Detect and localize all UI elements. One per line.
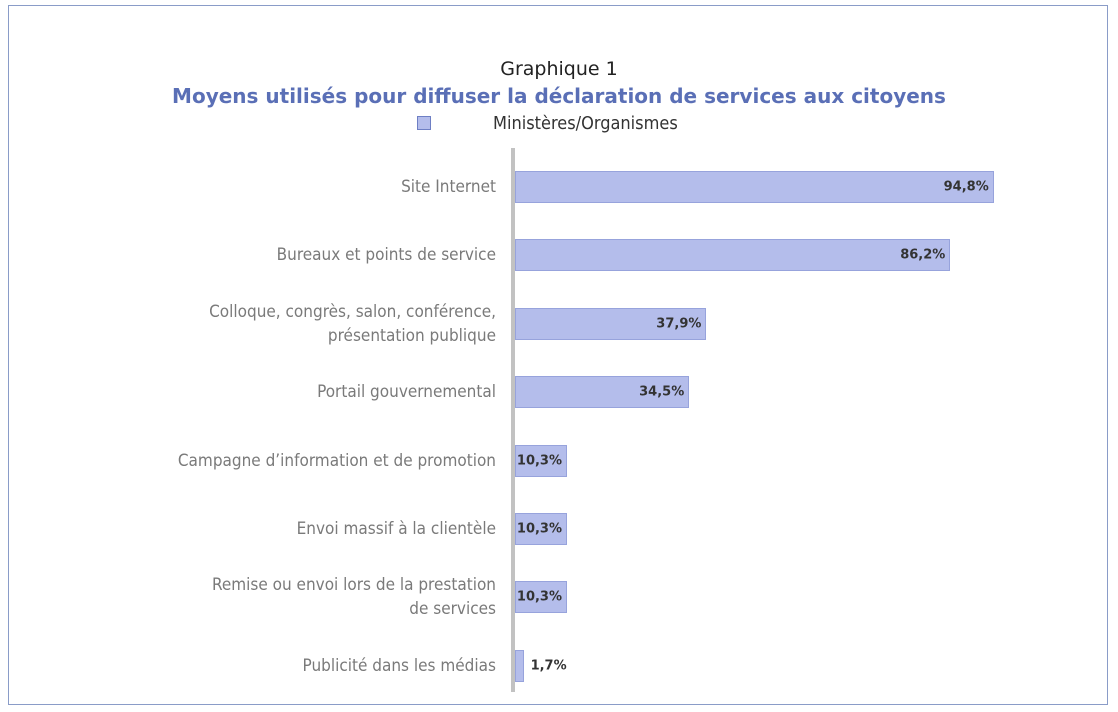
value-label: 10,3%	[516, 521, 563, 537]
category-label: Envoi massif à la clientèle	[296, 519, 496, 539]
category-label: Bureaux et points de service	[276, 245, 496, 266]
bar	[515, 513, 567, 545]
legend-label: Ministères/Organismes	[493, 113, 678, 134]
chart-frame	[8, 5, 1108, 705]
bar	[515, 239, 951, 272]
axis-line	[511, 148, 515, 692]
value-label: 94,8%	[943, 179, 989, 195]
category-label: Portail gouvernemental	[317, 382, 496, 403]
bar	[515, 307, 707, 340]
category-label: Campagne d’information et de promotion	[177, 450, 496, 471]
bar	[515, 171, 994, 203]
category-label: Site Internet	[401, 177, 496, 197]
category-label: Remise ou envoi lors de la prestation de…	[211, 575, 496, 620]
value-label: 86,2%	[900, 247, 946, 263]
value-label: 37,9%	[656, 316, 702, 332]
bar	[515, 376, 690, 409]
bar	[515, 649, 524, 682]
value-label: 10,3%	[516, 453, 563, 469]
bar	[515, 581, 567, 614]
value-label: 10,3%	[516, 589, 563, 605]
value-label: 34,5%	[639, 384, 685, 400]
category-label: Colloque, congrès, salon, conférence, pr…	[209, 301, 496, 346]
value-label: 1,7%	[530, 658, 567, 674]
bar	[515, 444, 567, 477]
chart-subtitle: Moyens utilisés pour diffuser la déclara…	[172, 84, 946, 108]
category-label: Publicité dans les médias	[302, 655, 496, 676]
chart-title: Graphique 1	[500, 58, 618, 80]
legend-swatch	[417, 116, 431, 130]
